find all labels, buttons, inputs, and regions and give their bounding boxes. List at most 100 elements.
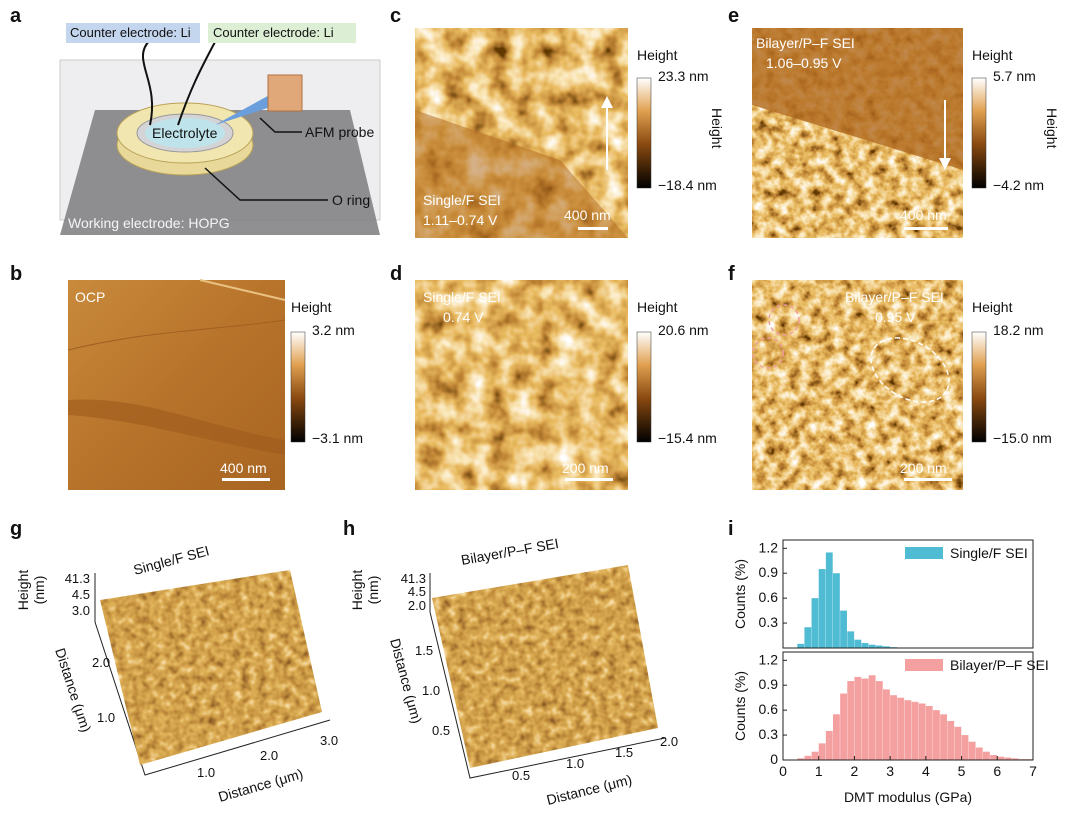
z-tick: 4.5: [72, 587, 90, 602]
y-tick-label: 0.6: [759, 701, 779, 717]
afm-image: [752, 280, 963, 490]
annotation: Single/F SEI: [423, 289, 501, 305]
z-label: Height: [15, 570, 31, 611]
surface-title: Bilayer/P–F SEI: [460, 535, 560, 568]
bar: [897, 697, 905, 760]
colorbar: [971, 331, 987, 443]
y-tick-label: 1.2: [759, 651, 779, 667]
plot-frame: [782, 651, 1034, 761]
x-tick-label: 0: [779, 763, 787, 779]
bar: [1011, 758, 1019, 760]
z-label: (nm): [31, 576, 47, 605]
scale-bar-label: 400 nm: [900, 207, 947, 223]
z-label: (nm): [365, 576, 381, 605]
scale-bar-label: 400 nm: [564, 207, 611, 223]
y-tick-label: 0.9: [759, 676, 779, 692]
colorbar-title: Height: [972, 299, 1013, 315]
panel-label: d: [390, 263, 402, 285]
z-label: Height: [349, 570, 365, 611]
colorbar-max: 3.2 nm: [312, 322, 355, 338]
colorbar-side: Height: [709, 108, 725, 149]
bar: [818, 743, 826, 760]
panel-label: g: [10, 518, 22, 540]
x-tick-label: 2: [851, 763, 859, 779]
colorbar-max: 5.7 nm: [993, 68, 1036, 84]
plot-frame: [782, 539, 1034, 649]
x-tick: 1.0: [566, 756, 584, 771]
x-tick: 2.0: [660, 734, 678, 749]
bar: [954, 726, 962, 760]
annotation: Bilayer/P–F SEI: [756, 35, 855, 51]
x-label: Distance (μm): [545, 771, 634, 808]
y-tick-label: 0.3: [759, 614, 779, 630]
panel-label: c: [390, 5, 401, 27]
bar: [797, 758, 805, 760]
bar: [847, 681, 855, 760]
colorbar: [636, 77, 652, 189]
bar: [840, 610, 847, 648]
scale-bar: [565, 478, 613, 481]
bar: [925, 706, 933, 760]
colorbar-side: Height: [1044, 108, 1060, 149]
x-tick-label: 6: [993, 763, 1001, 779]
colorbar-min: −18.4 nm: [658, 177, 717, 193]
y-axis-label: Counts (%): [732, 671, 748, 741]
y-tick-label: 0: [770, 751, 778, 767]
colorbar: [290, 331, 306, 443]
colorbar-min: −15.4 nm: [658, 430, 717, 446]
label: Counter electrode: Li: [213, 25, 334, 40]
bar: [968, 741, 976, 760]
x-tick: 1.5: [615, 745, 633, 760]
x-label: Distance (μm): [216, 765, 304, 804]
y-tick: 1.0: [97, 710, 115, 725]
colorbar-max: 23.3 nm: [658, 68, 709, 84]
bar: [940, 714, 947, 760]
panel-label: i: [728, 518, 734, 540]
label: Counter electrode: Li: [70, 25, 191, 40]
y-tick: 2.0: [92, 655, 110, 670]
z-tick: 41.3: [401, 571, 426, 586]
schematic: [59, 23, 381, 235]
afm-image: [415, 280, 628, 490]
x-tick: 2.0: [260, 748, 278, 763]
colorbar-title: Height: [637, 299, 678, 315]
label: O ring: [332, 192, 370, 208]
scale-bar-label: 200 nm: [562, 460, 609, 476]
colorbar-max: 18.2 nm: [993, 322, 1044, 338]
bar: [825, 730, 833, 760]
bar: [918, 703, 926, 760]
panel-label: h: [343, 518, 355, 540]
bar: [875, 645, 883, 648]
panel-label: a: [10, 5, 22, 27]
annotation: 0.95 V: [875, 309, 916, 325]
bar: [818, 569, 826, 648]
colorbar-max: 20.6 nm: [658, 322, 709, 338]
annotation: 1.06–0.95 V: [766, 55, 842, 71]
bar: [947, 720, 955, 760]
y-tick: 1.5: [415, 643, 433, 658]
bar: [861, 643, 869, 648]
label: Electrolyte: [152, 125, 218, 141]
bar: [811, 598, 819, 648]
label: AFM probe: [305, 124, 374, 140]
bar: [997, 756, 1005, 760]
y-axis-label: Counts (%): [732, 559, 748, 629]
bar: [847, 631, 855, 648]
annotation: 0.74 V: [443, 309, 484, 325]
y-tick-label: 1.2: [759, 539, 779, 555]
bar: [861, 678, 869, 760]
x-tick-label: 7: [1029, 763, 1037, 779]
x-tick-label: 5: [958, 763, 966, 779]
x-axis-label: DMT modulus (GPa): [844, 789, 972, 805]
label: Working electrode: HOPG: [68, 215, 230, 231]
colorbar-title: Height: [637, 47, 678, 63]
legend-swatch: [905, 659, 943, 671]
surface-3d: [429, 565, 666, 779]
legend-swatch: [905, 547, 943, 559]
annotation: OCP: [75, 289, 105, 305]
x-tick: 0.5: [512, 768, 530, 783]
x-tick-label: 4: [922, 763, 930, 779]
bar: [875, 681, 883, 760]
y-tick: 1.0: [422, 683, 440, 698]
